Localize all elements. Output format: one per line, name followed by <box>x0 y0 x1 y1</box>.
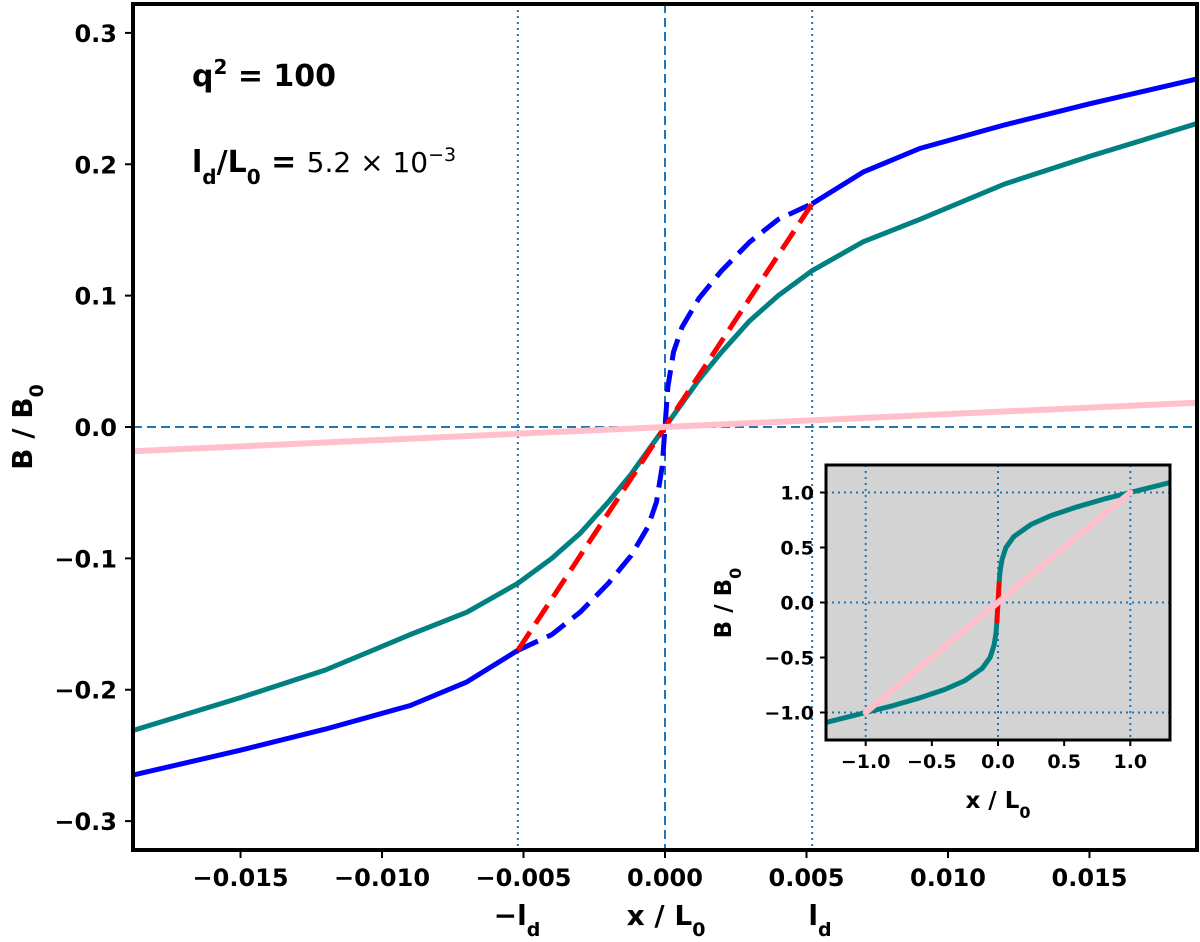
main-y-axis-label-main: B / B <box>6 397 39 469</box>
pos-ld-label-sub: d <box>818 919 832 937</box>
main-y-tick-label-0: −0.3 <box>54 808 117 836</box>
main-series-blue-solid-1 <box>133 648 520 778</box>
inset-y-tick-label-0: −1.0 <box>764 703 814 725</box>
inset-y-axis-label: B / B0 <box>711 568 745 639</box>
inset-series-pink-solid-3 <box>862 489 1134 716</box>
annotation-ld-slash: /L <box>217 145 247 180</box>
main-series-blue-dashed-3 <box>516 201 814 653</box>
annotation-ld-mantissa: 5.2 × 10 <box>307 146 428 179</box>
inset-axis-ticks: −1.0 −0.5 0.0 0.5 1.0 −1.0 −0.5 0.0 0.5 1.0 <box>764 483 1147 774</box>
inset-y-tick-label-3: 0.5 <box>780 538 814 560</box>
inset-x-tick-label-0: −1.0 <box>841 751 891 773</box>
inset-x-tick-label-1: −0.5 <box>907 751 957 773</box>
annotation-q-rest: = 100 <box>227 59 336 94</box>
inset-x-tick-label-4: 1.0 <box>1113 751 1147 773</box>
annotation-q-sup: 2 <box>213 55 227 79</box>
pos-ld-label-main: l <box>808 899 818 932</box>
annotation-ld-ratio: ld/L0 = 5.2 × 10−3 <box>192 144 456 189</box>
main-x-tick-label-2: −0.005 <box>475 864 571 892</box>
inset-x-axis-label-sub: 0 <box>1019 803 1030 822</box>
main-x-tick-label-1: −0.010 <box>334 864 430 892</box>
inset-y-tick-label-2: 0.0 <box>780 593 814 615</box>
annotation-ld-eq: = <box>261 145 307 180</box>
inset-x-tick-label-2: 0.0 <box>981 751 1015 773</box>
annotation-ld-exponent: −3 <box>428 144 456 166</box>
main-x-axis-label-sub: 0 <box>692 919 705 937</box>
main-y-tick-label-4: 0.1 <box>74 283 117 311</box>
annotation-q-main: q <box>192 59 213 94</box>
annotation-ld-l: l <box>192 145 202 180</box>
neg-ld-label-main: −l <box>494 899 527 932</box>
inset-x-axis-label-main: x / L <box>965 788 1019 814</box>
main-x-tick-label-5: 0.010 <box>910 864 986 892</box>
main-x-tick-label-0: −0.015 <box>193 864 289 892</box>
annotation-ld-d: d <box>202 165 216 189</box>
main-y-tick-label-1: −0.2 <box>54 677 117 705</box>
main-x-tick-label-4: 0.005 <box>769 864 845 892</box>
inset-y-axis-label-sub: 0 <box>726 568 745 579</box>
main-x-axis-label-main: x / L <box>627 899 693 932</box>
main-x-tick-label-3: 0.000 <box>627 864 703 892</box>
main-y-axis-label-sub: 0 <box>26 384 48 397</box>
inset-y-tick-label-4: 1.0 <box>780 483 814 505</box>
main-x-tick-label-6: 0.015 <box>1052 864 1128 892</box>
inset-grid <box>826 465 1170 740</box>
main-y-tick-label-6: 0.3 <box>74 20 117 48</box>
inset-y-tick-label-1: −0.5 <box>764 648 814 670</box>
inset-x-axis-label: x / L0 <box>965 788 1030 822</box>
main-y-tick-label-5: 0.2 <box>74 151 117 179</box>
neg-ld-label-sub: d <box>527 919 541 937</box>
main-y-tick-label-2: −0.1 <box>54 545 117 573</box>
main-series-pink-solid-5 <box>133 399 1197 455</box>
main-x-axis-label: x / L0 <box>627 899 706 937</box>
main-axis-ticks: −0.015 −0.010 −0.005 0.000 0.005 0.010 0.015−0… <box>54 20 1127 892</box>
main-y-tick-label-3: 0.0 <box>74 414 117 442</box>
inset-series-group <box>826 480 1170 725</box>
pos-ld-label: ld <box>808 899 831 937</box>
annotation-q-squared: q2 = 100 <box>192 55 336 94</box>
main-y-axis-label: B / B0 <box>6 384 48 470</box>
annotation-ld-zero: 0 <box>247 165 261 189</box>
main-series-blue-solid-2 <box>810 76 1197 206</box>
neg-ld-label: −ld <box>494 899 541 937</box>
main-series-group <box>133 76 1197 778</box>
inset-y-axis-label-main: B / B <box>711 579 737 638</box>
inset-x-tick-label-3: 0.5 <box>1047 751 1081 773</box>
